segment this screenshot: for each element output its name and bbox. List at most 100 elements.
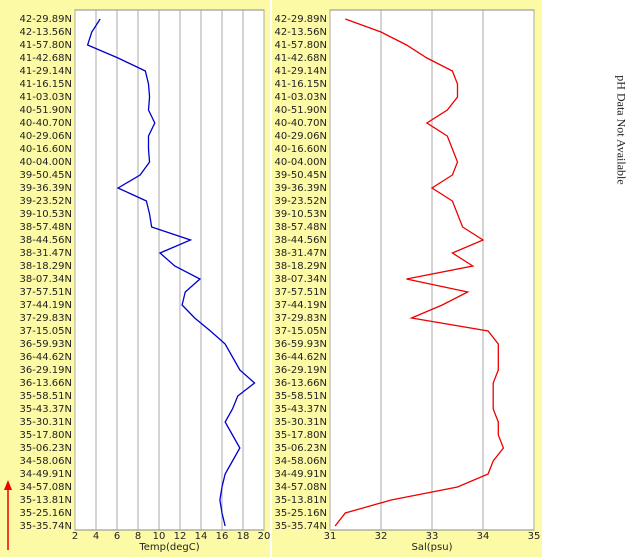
y-tick-label: 38-31.47N [275, 248, 327, 259]
y-tick-label: 36-44.62N [275, 352, 327, 363]
y-tick-label: 41-29.14N [275, 66, 327, 77]
x-tick-label: 20 [258, 531, 271, 542]
y-tick-label: 35-17.80N [20, 430, 72, 441]
annotation: pH Data Not Available [614, 75, 628, 184]
y-tick-label: 41-42.68N [20, 53, 72, 64]
y-tick-label: 35-35.74N [20, 521, 72, 532]
y-tick-label: 41-03.03N [275, 92, 327, 103]
y-tick-label: 34-57.08N [275, 482, 327, 493]
y-tick-label: 35-35.74N [275, 521, 327, 532]
y-tick-label: 35-13.81N [275, 495, 327, 506]
y-tick-label: 39-50.45N [275, 170, 327, 181]
arrow-head [4, 480, 12, 490]
y-tick-label: 35-58.51N [275, 391, 327, 402]
y-tick-label: 38-18.29N [275, 261, 327, 272]
x-tick-label: 10 [153, 531, 166, 542]
x-tick-label: 35 [528, 531, 541, 542]
y-tick-label: 35-25.16N [20, 508, 72, 519]
x-tick-label: 6 [114, 531, 120, 542]
y-tick-label: 38-07.34N [20, 274, 72, 285]
y-tick-label: 35-13.81N [20, 495, 72, 506]
y-tick-label: 38-44.56N [20, 235, 72, 246]
y-tick-label: 37-44.19N [20, 300, 72, 311]
y-tick-label: 36-44.62N [20, 352, 72, 363]
y-tick-label: 34-58.06N [275, 456, 327, 467]
y-tick-label: 36-13.66N [20, 378, 72, 389]
y-tick-label: 37-44.19N [275, 300, 327, 311]
y-tick-label: 38-07.34N [275, 274, 327, 285]
x-tick-label: 12 [174, 531, 187, 542]
y-tick-label: 37-29.83N [275, 313, 327, 324]
y-tick-label: 40-16.60N [20, 144, 72, 155]
y-tick-label: 39-36.39N [275, 183, 327, 194]
data-line [334, 18, 505, 527]
x-tick-label: 2 [72, 531, 78, 542]
x-tick-label: 31 [324, 531, 337, 542]
y-tick-label: 39-23.52N [275, 196, 327, 207]
y-tick-label: 35-30.31N [275, 417, 327, 428]
y-tick-label: 41-57.80N [20, 40, 72, 51]
plot-area [74, 9, 265, 531]
x-tick-label: 34 [477, 531, 490, 542]
y-tick-label: 40-04.00N [275, 157, 327, 168]
y-tick-label: 35-06.23N [275, 443, 327, 454]
y-tick-label: 38-18.29N [20, 261, 72, 272]
y-tick-label: 34-49.91N [275, 469, 327, 480]
y-tick-label: 41-29.14N [20, 66, 72, 77]
x-tick-label: 16 [216, 531, 229, 542]
y-tick-label: 40-29.06N [275, 131, 327, 142]
x-axis-label: Sal(psu) [412, 542, 453, 553]
x-tick-label: 33 [426, 531, 439, 542]
y-tick-label: 40-40.70N [20, 118, 72, 129]
y-tick-label: 40-16.60N [275, 144, 327, 155]
y-tick-label: 36-29.19N [20, 365, 72, 376]
y-tick-label: 35-25.16N [275, 508, 327, 519]
y-tick-label: 37-15.05N [20, 326, 72, 337]
y-tick-label: 39-10.53N [275, 209, 327, 220]
y-tick-label: 36-59.93N [275, 339, 327, 350]
y-tick-label: 36-29.19N [275, 365, 327, 376]
y-tick-label: 34-49.91N [20, 469, 72, 480]
y-tick-label: 37-57.51N [20, 287, 72, 298]
y-tick-label: 40-29.06N [20, 131, 72, 142]
y-tick-label: 37-29.83N [20, 313, 72, 324]
y-tick-label: 35-43.37N [275, 404, 327, 415]
y-tick-label: 35-30.31N [20, 417, 72, 428]
x-tick-label: 4 [93, 531, 99, 542]
x-tick-label: 14 [195, 531, 208, 542]
y-tick-label: 36-59.93N [20, 339, 72, 350]
y-tick-label: 42-29.89N [275, 14, 327, 25]
y-tick-label: 34-58.06N [20, 456, 72, 467]
y-tick-label: 34-57.08N [20, 482, 72, 493]
y-tick-label: 40-04.00N [20, 157, 72, 168]
y-tick-label: 40-40.70N [275, 118, 327, 129]
x-tick-label: 8 [135, 531, 141, 542]
x-tick-label: 18 [237, 531, 250, 542]
data-line [86, 18, 256, 527]
x-tick-label: 32 [375, 531, 388, 542]
y-tick-label: 42-29.89N [20, 14, 72, 25]
y-tick-label: 35-58.51N [20, 391, 72, 402]
y-tick-label: 37-15.05N [275, 326, 327, 337]
y-tick-label: 36-13.66N [275, 378, 327, 389]
y-tick-label: 41-57.80N [275, 40, 327, 51]
y-tick-label: 35-17.80N [275, 430, 327, 441]
x-axis-label: Temp(degC) [138, 542, 199, 553]
y-tick-label: 39-50.45N [20, 170, 72, 181]
y-tick-label: 42-13.56N [20, 27, 72, 38]
y-tick-label: 38-31.47N [20, 248, 72, 259]
y-tick-label: 39-23.52N [20, 196, 72, 207]
y-tick-label: 40-51.90N [275, 105, 327, 116]
y-tick-label: 35-06.23N [20, 443, 72, 454]
y-tick-label: 38-57.48N [20, 222, 72, 233]
y-tick-label: 41-03.03N [20, 92, 72, 103]
y-tick-label: 40-51.90N [20, 105, 72, 116]
y-tick-label: 39-10.53N [20, 209, 72, 220]
y-tick-label: 37-57.51N [275, 287, 327, 298]
y-tick-label: 38-57.48N [275, 222, 327, 233]
y-tick-label: 38-44.56N [275, 235, 327, 246]
y-tick-label: 39-36.39N [20, 183, 72, 194]
y-tick-label: 35-43.37N [20, 404, 72, 415]
y-tick-label: 41-16.15N [275, 79, 327, 90]
